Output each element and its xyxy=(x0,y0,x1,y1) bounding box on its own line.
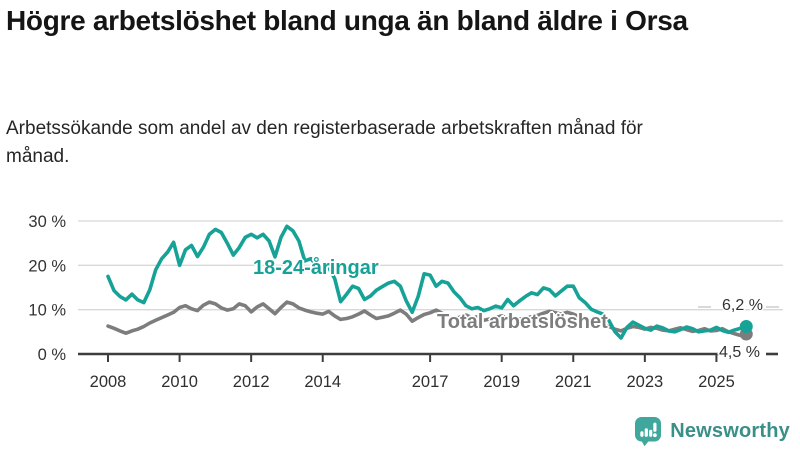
y-tick-label: 10 % xyxy=(28,302,66,320)
series-line-young xyxy=(106,224,749,340)
page-title: Högre arbetslöshet bland unga än bland ä… xyxy=(6,5,688,36)
newsworthy-logo-icon xyxy=(635,416,662,446)
series-label-young: 18-24-åringar xyxy=(253,257,379,279)
y-tick-label: 20 % xyxy=(28,257,66,275)
end-value-label-total: 4,5 % xyxy=(719,344,760,361)
end-dot-young xyxy=(739,320,753,334)
newsworthy-logo: Newsworthy xyxy=(634,415,790,447)
end-value-label-young: 6,2 % xyxy=(722,297,763,314)
newsworthy-logo-text: Newsworthy xyxy=(670,419,790,442)
x-tick-label: 2014 xyxy=(304,373,341,391)
x-tick-label: 2010 xyxy=(161,373,198,391)
x-tick-label: 2008 xyxy=(90,373,127,391)
x-tick-label: 2017 xyxy=(412,373,449,391)
x-tick-label: 2023 xyxy=(626,373,663,391)
chart-subtitle: Arbetssökande som andel av den registerb… xyxy=(6,118,643,167)
x-tick-label: 2019 xyxy=(483,373,520,391)
y-tick-label: 30 % xyxy=(28,213,66,231)
x-tick-label: 2025 xyxy=(698,373,735,391)
x-tick-label: 2012 xyxy=(233,373,270,391)
y-tick-label: 0 % xyxy=(38,346,67,364)
x-tick-label: 2021 xyxy=(555,373,592,391)
series-label-total: Total arbetslöshet xyxy=(437,311,608,333)
